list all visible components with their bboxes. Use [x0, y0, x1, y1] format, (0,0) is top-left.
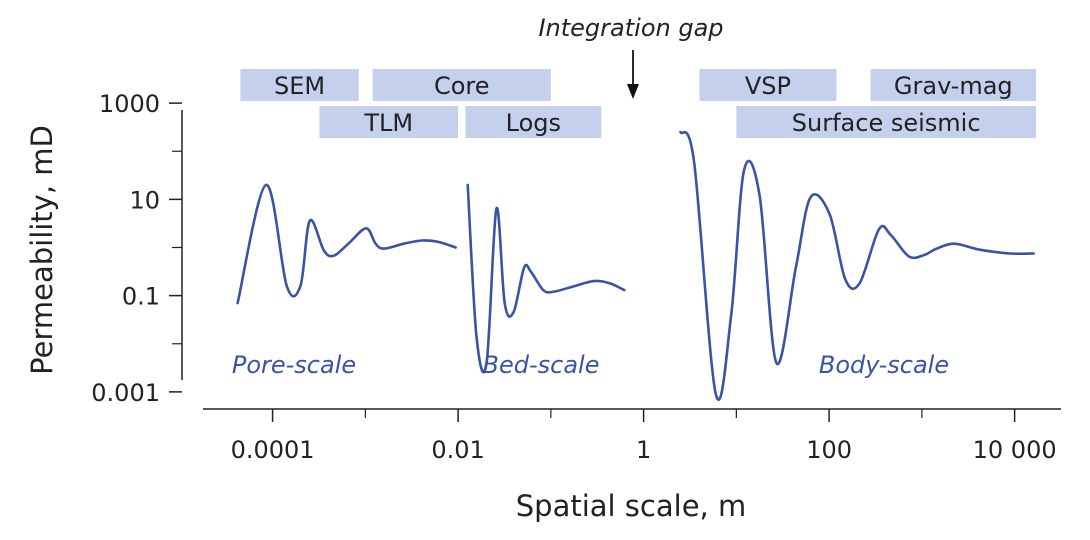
- y-tick-label: 0.001: [91, 379, 160, 407]
- y-axis-title: Permeability, mD: [25, 125, 59, 375]
- method-bar-core: Core: [372, 69, 551, 101]
- method-bar-logs: Logs: [465, 106, 602, 138]
- x-tick-label: 100: [806, 436, 852, 464]
- method-bar-vsp: VSP: [699, 69, 837, 101]
- series-label-body-scale: Body-scale: [819, 351, 949, 379]
- x-tick-label: 1: [636, 436, 651, 464]
- method-bar-rect: [319, 106, 459, 138]
- method-bar-rect: [736, 106, 1036, 138]
- axes: [181, 110, 1061, 410]
- series: [236, 130, 1035, 401]
- x-axis-title: Spatial scale, m: [516, 489, 746, 523]
- method-bar-rect: [372, 69, 551, 101]
- method-bar-rect: [870, 69, 1036, 101]
- method-bars: SEM Core TLM Logs VSP Grav-mag Surface seismic: [240, 69, 1036, 138]
- scale-labels: Pore-scale Bed-scale Body-scale: [232, 351, 949, 379]
- series-line-bed-scale: [466, 183, 626, 374]
- method-bar-label: Logs: [506, 109, 561, 137]
- y-tick-label: 10: [129, 186, 160, 214]
- method-bar-surface-seismic: Surface seismic: [736, 106, 1036, 138]
- method-bar-label: Surface seismic: [792, 109, 981, 137]
- method-bar-label: SEM: [274, 72, 325, 100]
- ticks: 0.0001 0.01 1 100 10 000 1000 10 0.1 0.001: [91, 90, 1056, 464]
- method-bar-rect: [240, 69, 359, 101]
- series-line-body-scale: [679, 130, 1035, 401]
- series-line-pore-scale: [236, 183, 457, 305]
- integration-gap-annotation: Integration gap: [538, 14, 724, 99]
- x-tick-label: 0.0001: [231, 436, 315, 464]
- method-bar-grav-mag: Grav-mag: [870, 69, 1036, 101]
- y-tick-label: 0.1: [122, 283, 160, 311]
- method-bar-label: Core: [434, 72, 490, 100]
- method-bar-label: TLM: [363, 109, 413, 137]
- method-bar-rect: [699, 69, 837, 101]
- x-tick-label: 10 000: [973, 436, 1057, 464]
- method-bar-sem: SEM: [240, 69, 359, 101]
- y-tick-label: 1000: [99, 90, 160, 118]
- method-bar-label: VSP: [745, 72, 791, 100]
- x-tick-label: 0.01: [431, 436, 484, 464]
- integration-gap-label: Integration gap: [538, 14, 723, 42]
- series-label-pore-scale: Pore-scale: [232, 351, 356, 379]
- method-bar-label: Grav-mag: [894, 72, 1013, 100]
- method-bar-rect: [465, 106, 602, 138]
- arrow-head-icon: [627, 84, 639, 99]
- method-bar-tlm: TLM: [319, 106, 459, 138]
- series-label-bed-scale: Bed-scale: [483, 351, 600, 379]
